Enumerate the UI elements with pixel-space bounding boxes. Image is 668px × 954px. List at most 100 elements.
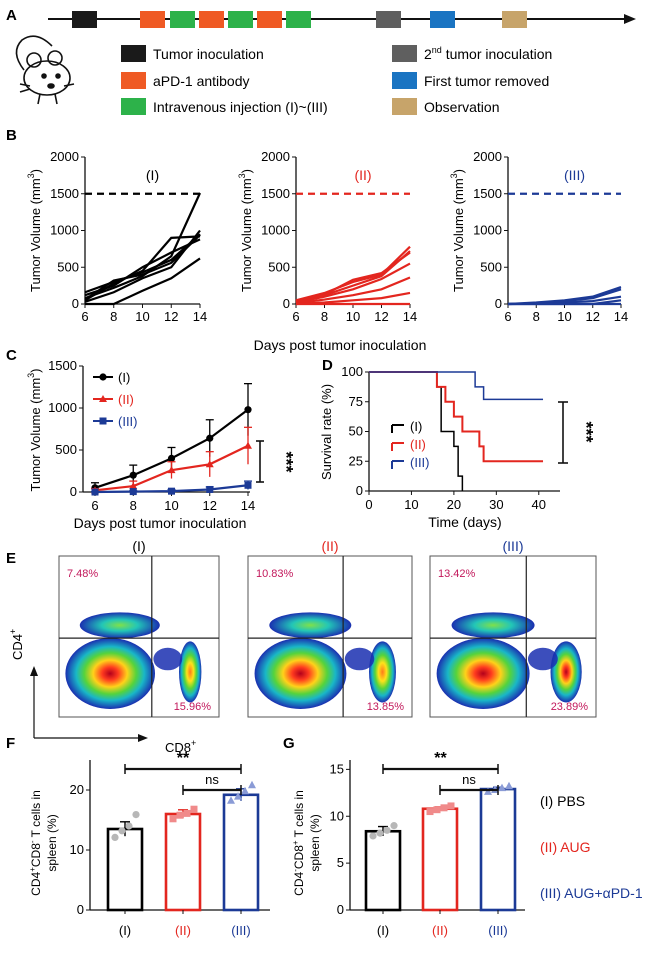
c-point [91,488,99,496]
c-point [168,487,175,495]
f-ytick-label: 0 [77,902,84,917]
g-comparison-label: ** [434,750,447,767]
c-legend-label: (I) [118,370,130,385]
c-point [167,454,176,462]
f-datapoint [132,811,140,819]
legend-label-second: 2nd tumor inoculation [424,45,552,62]
b-ytick-label: 2000 [473,149,502,164]
d-ytick-label: 75 [349,394,363,409]
c-legend-marker [99,417,107,425]
c-point [244,441,252,449]
b-animal-line [85,257,201,306]
g-bar [479,787,517,912]
b-xtick-label: 12 [164,309,178,324]
g-datapoint [376,829,384,837]
b-xtick-label: 6 [81,309,88,324]
g-ytick-label: 5 [337,855,344,870]
f-datapoint [169,815,177,823]
c-point [205,460,214,468]
d-ytick-label: 25 [349,453,363,468]
d-legend-marker [391,460,404,469]
f-ytick-label: 20 [70,782,84,797]
b-ytick-label: 1000 [473,223,502,238]
b-xtick-label: 14 [614,309,628,324]
e-bridge-population [153,647,183,671]
f-datapoint [183,809,191,817]
c-point [167,466,176,474]
b-ytick-label: 2000 [50,149,79,164]
b-xlabel: Days post tumor inoculation [254,337,427,353]
f-ylabel-line1: CD4+CD8- T cells in [28,790,43,896]
e-plot-title: (II) [321,538,338,554]
e-lr-percent: 23.89% [551,701,589,713]
f-ylabel-line2: spleen (%) [45,814,59,871]
cd8-axis-label: CD8+ [165,738,196,755]
b-xtick-label: 10 [557,309,571,324]
d-xtick-label: 10 [404,497,418,512]
d-ytick-label: 50 [349,424,363,439]
chart-f: 0 10 20 (I) (II) (III) ** ns [70,750,270,938]
b-ytick-label: 0 [283,296,290,311]
e-ul-percent: 7.48% [67,568,98,580]
timeline-block-iv [286,11,311,28]
c-xtick-label: 6 [91,498,98,513]
g-datapoint [484,787,492,795]
e-cd8-population [369,641,396,703]
b-ytick-label: 0 [72,296,79,311]
group-legend-pbs: (I) PBS [540,793,585,809]
b-xtick-label: 14 [403,309,417,324]
timeline-block-apd1 [140,11,165,28]
timeline-block-inoc [72,11,97,28]
b-ytick-label: 1500 [473,186,502,201]
e-main-population [65,638,155,709]
c-point [129,482,138,490]
g-bar [421,807,459,912]
chart-d: 0 25 50 75 100 0 10 20 30 40 (I) (II) (III) *** Time (… [319,364,596,530]
c-ytick-label: 1000 [48,400,77,415]
timeline-legend: Tumor inoculation 2nd tumor inoculation aP… [121,45,552,115]
f-datapoint [234,792,242,800]
b-xtick-label: 8 [110,309,117,324]
g-datapoint [390,822,398,830]
c-legend-marker [99,373,107,381]
e-cd4-population [79,612,160,639]
c-point [206,434,214,442]
c-point [244,481,252,489]
g-xtick-label: (II) [432,923,448,938]
legend-label-iv: Intravenous injection (I)~(III) [153,99,328,115]
e-cd4-population [451,612,535,639]
legend-swatch-removed [392,72,417,89]
f-bar [164,812,202,912]
f-xtick-label: (III) [231,923,251,938]
g-ytick-label: 10 [330,808,344,823]
b-plot-title: (I) [146,167,159,183]
legend-swatch-iv [121,98,146,115]
b-ytick-label: 1000 [261,223,290,238]
legend-swatch-apd1 [121,72,146,89]
d-ytick-label: 100 [341,364,363,379]
panel-label-b: B [6,127,17,144]
b-ytick-label: 1500 [261,186,290,201]
chart-e: (I) 7.48% 15.96% (II) 10.83% 13.85% (III) 13.42… [58,538,597,718]
d-xtick-label: 30 [489,497,503,512]
timeline-block-second [376,11,401,28]
b-ylabel: Tumor Volume (mm3) [237,169,254,292]
d-legend-marker [391,424,404,433]
d-xtick-label: 0 [365,497,372,512]
f-xtick-label: (I) [119,923,131,938]
e-lr-percent: 13.85% [367,701,405,713]
mouse-icon [15,35,75,105]
g-ylabel-line2: spleen (%) [308,814,322,871]
b-xtick-label: 6 [292,309,299,324]
c-xtick-label: 14 [241,498,255,513]
c-legend-marker [99,395,107,402]
legend-swatch-obs [392,98,417,115]
d-legend-marker [391,442,404,451]
chart-g: 0 5 10 15 (I) (II) (III) ** ns [330,750,525,938]
g-datapoint [426,808,434,816]
g-ytick-label: 15 [330,761,344,776]
b-animal-line [84,233,201,294]
c-legend-label: (III) [118,414,138,429]
d-survival-curve [369,371,544,401]
